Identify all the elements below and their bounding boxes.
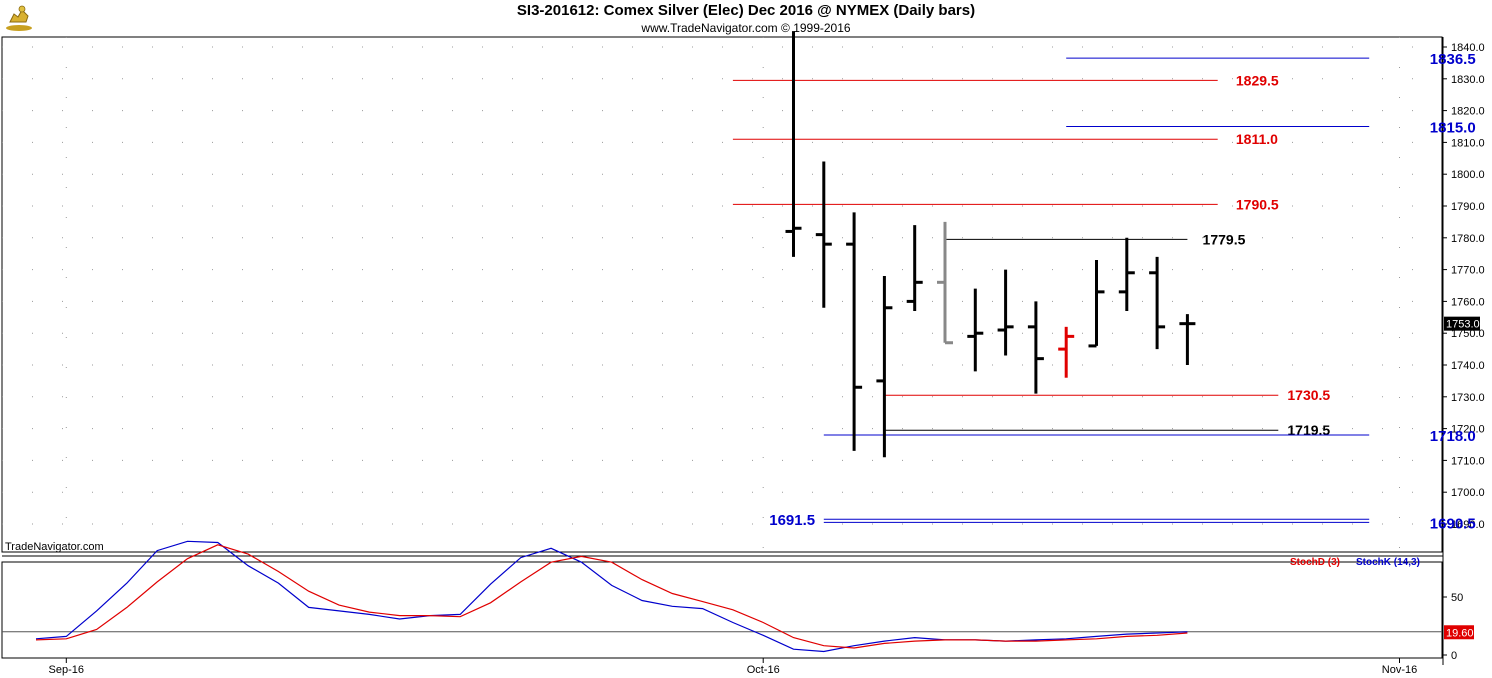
level-label: 1719.5: [1287, 422, 1330, 438]
watermark: TradeNavigator.com: [5, 541, 104, 553]
stoch-legend-label: StochD (3): [1290, 557, 1340, 568]
ohlc-bar: [785, 31, 802, 257]
y-tick-label: 1780.0: [1451, 233, 1485, 245]
ohlc-bar: [846, 212, 863, 451]
ohlc-bar: [876, 275, 893, 458]
stoch-series-line: [35, 540, 1188, 653]
stoch-pane-frame: [1, 561, 1443, 659]
stoch-last-value-label: 19.60: [1446, 627, 1474, 639]
stoch-legend-label: StochK (14,3): [1356, 557, 1420, 568]
level-label: 1815.0: [1430, 120, 1476, 137]
level-label: 1829.5: [1236, 72, 1279, 88]
y-tick-label: 1690.0: [1451, 519, 1485, 531]
y-tick-label: 1840.0: [1451, 42, 1485, 54]
chart-subtitle: www.TradeNavigator.com © 1999-2016: [641, 21, 851, 35]
x-tick-label: Oct-16: [747, 664, 780, 676]
ohlc-bar: [1027, 301, 1044, 394]
y-tick-label: 1830.0: [1451, 74, 1485, 86]
stochastic-pane: 50 0 StochD (3) StochK (14,3) 19.60: [1, 540, 1474, 662]
ohlc-bar: [1088, 260, 1105, 348]
y-tick-label: 1770.0: [1451, 265, 1485, 277]
last-price-tag: [1444, 316, 1480, 331]
y-tick-label: 1820.0: [1451, 106, 1485, 118]
level-label: 1811.0: [1236, 131, 1278, 147]
ohlc-bar: [1058, 326, 1075, 378]
y-tick-label: 1760.0: [1451, 296, 1485, 308]
y-tick-label: 1790.0: [1451, 201, 1485, 213]
y-tick-label: 1810.0: [1451, 137, 1485, 149]
chart-title: SI3-201612: Comex Silver (Elec) Dec 2016…: [516, 2, 976, 19]
level-label: 1836.5: [1430, 51, 1476, 68]
level-label: 1691.5: [769, 512, 815, 529]
price-pane-frame: [1, 36, 1443, 553]
stoch-last-value-tag: [1444, 625, 1474, 640]
stoch-series-line: [35, 544, 1188, 649]
y-tick-label: 1740.0: [1451, 360, 1485, 372]
y-tick-label: 1700.0: [1451, 487, 1485, 499]
y-tick-label: 1750.0: [1451, 328, 1485, 340]
ohlc-bar: [937, 221, 953, 345]
ohlc-bar: [997, 269, 1014, 356]
y-tick-label: 1800.0: [1451, 169, 1485, 181]
level-label: 1718.0: [1430, 428, 1476, 445]
stoch-y-tick-label: 50: [1451, 592, 1463, 604]
y-tick-label: 1720.0: [1451, 424, 1485, 436]
price-pane: 1840.0 1830.0 1820.0 1810.0 1800.0 1790.0 1780…: [1, 31, 1485, 676]
ohlc-bar: [1179, 314, 1196, 365]
level-label: 1779.5: [1203, 231, 1246, 247]
ohlc-bar: [906, 225, 923, 311]
level-label: 1790.5: [1236, 196, 1279, 212]
gold-bull-logo-icon: [6, 5, 32, 31]
stoch-y-tick-label: 0: [1451, 650, 1457, 662]
ohlc-bar: [815, 161, 832, 308]
y-tick-label: 1710.0: [1451, 455, 1485, 467]
x-tick-label: Sep-16: [49, 664, 84, 676]
x-tick-label: Nov-16: [1382, 664, 1417, 676]
y-tick-label: 1730.0: [1451, 392, 1485, 404]
level-label: 1690.5: [1430, 515, 1476, 532]
last-price-label: 1753.0: [1446, 319, 1480, 331]
level-label: 1730.5: [1287, 387, 1330, 403]
ohlc-bar: [1118, 237, 1135, 311]
ohlc-bar: [967, 288, 984, 372]
ohlc-bar: [1149, 256, 1166, 350]
